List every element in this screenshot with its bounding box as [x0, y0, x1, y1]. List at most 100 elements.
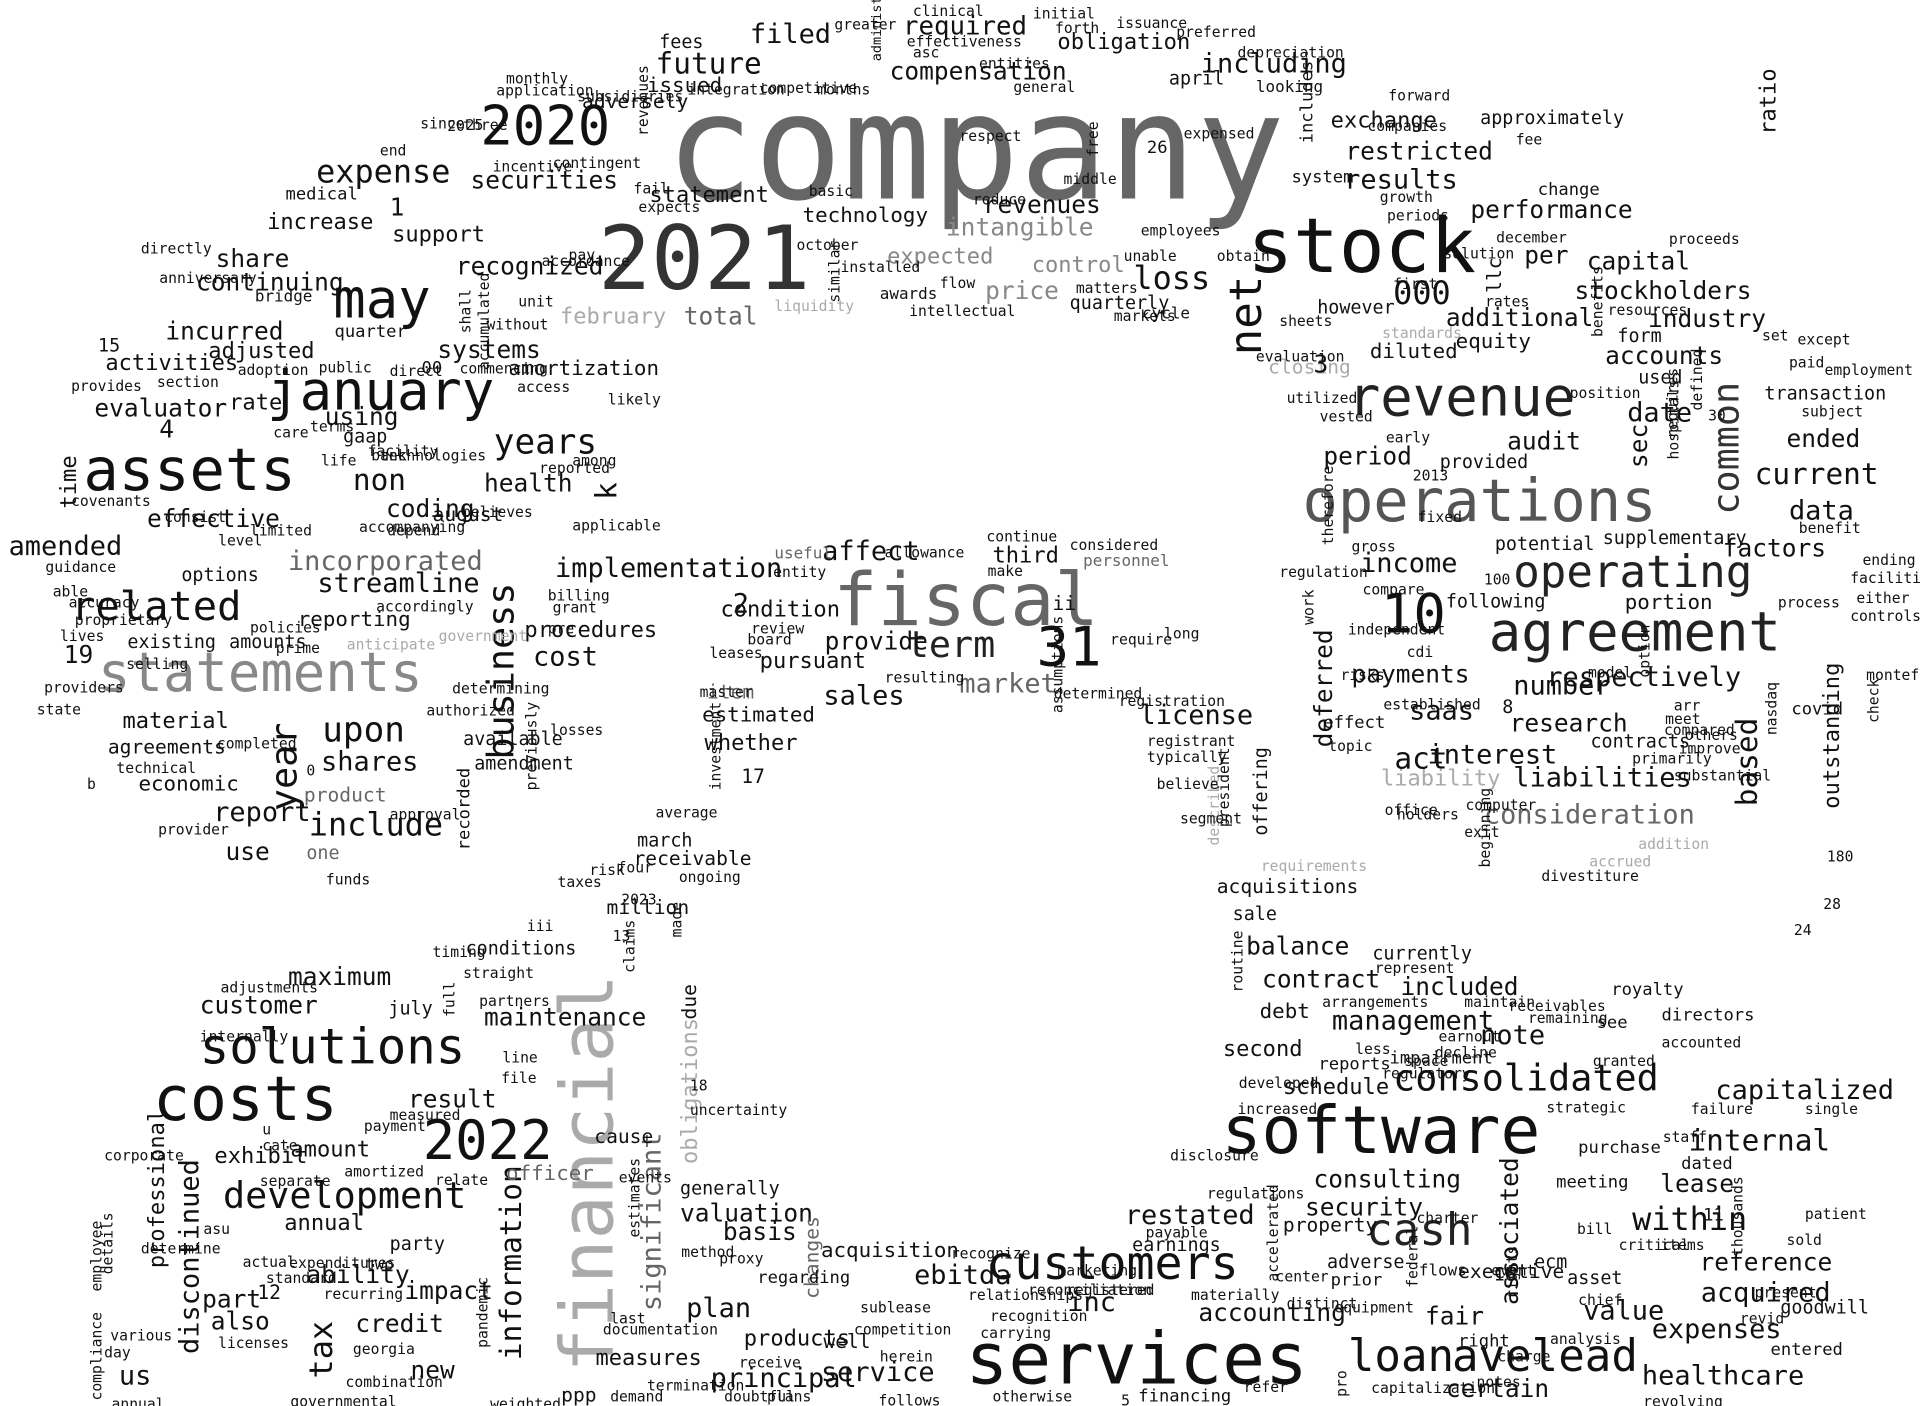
cloud-word-montefiore: montefiore — [1866, 666, 1920, 684]
cloud-word-allowance: allowance — [884, 544, 965, 562]
cloud-word-includes: includes — [1297, 60, 1318, 144]
cloud-word-compared: compared — [1663, 721, 1735, 739]
cloud-word-risks: risks — [1340, 666, 1385, 684]
cloud-word-amended: amended — [8, 531, 123, 563]
cloud-word-quarter: quarter — [334, 322, 407, 342]
cloud-word-asc: asc — [912, 44, 940, 62]
cloud-word-analysis: analysis — [1550, 1330, 1621, 1348]
cloud-word-determine: determine — [140, 1240, 221, 1258]
cloud-word-method: method — [681, 1243, 735, 1261]
cloud-word-dated: dated — [1681, 1154, 1733, 1174]
cloud-word-third: third — [992, 542, 1059, 569]
cloud-word-position: position — [1569, 384, 1641, 402]
cloud-word-primarily: primarily — [1632, 749, 1712, 768]
cloud-word-anniversary: anniversary — [159, 269, 257, 287]
cloud-word-operating: operating — [1513, 547, 1753, 598]
cloud-word-termination: termination — [646, 1377, 745, 1395]
cloud-word-healthcare: healthcare — [1641, 1361, 1805, 1392]
cloud-word-also: also — [210, 1306, 270, 1336]
cloud-word-herein: herein — [879, 1347, 933, 1365]
cloud-word-asu: asu — [203, 1220, 230, 1238]
cloud-word-contract: contract — [1262, 964, 1381, 994]
cloud-word-reported: reported — [539, 459, 610, 477]
cloud-word-master: master — [699, 683, 753, 701]
cloud-word-fixed: fixed — [1417, 508, 1462, 526]
cloud-word-made: made — [667, 901, 685, 938]
cloud-word-arr: arr — [1673, 697, 1701, 715]
cloud-word-reporting: reporting — [297, 607, 411, 633]
cloud-word-affect: affect — [822, 536, 920, 568]
cloud-word-iii: iii — [526, 917, 554, 935]
cloud-word-fail: fail — [633, 180, 669, 198]
cloud-word-whether: whether — [704, 730, 798, 757]
cloud-word-consolidated: consolidated — [1393, 1057, 1659, 1101]
cloud-word-likely: likely — [607, 390, 661, 409]
cloud-word-determined: determined — [1053, 684, 1143, 703]
cloud-word-cycle: cycle — [1141, 305, 1190, 324]
cloud-word-filed: filed — [749, 19, 832, 51]
cloud-word-exit: exit — [1464, 823, 1500, 841]
cloud-word-recognize: recognize — [950, 1244, 1031, 1263]
cloud-word-standards: standards — [1382, 324, 1462, 342]
cloud-word-well: well — [823, 1329, 871, 1353]
cloud-word-disclosure: disclosure — [1170, 1146, 1259, 1165]
cloud-word-continuing: continuing — [196, 267, 344, 297]
cloud-word-services: services — [965, 1317, 1308, 1401]
cloud-word-valuation: valuation — [680, 1198, 813, 1228]
cloud-word-payments: payments — [1351, 659, 1470, 689]
cloud-word-balance: balance — [1246, 931, 1350, 961]
cloud-word-term: term — [906, 623, 996, 667]
cloud-word-section: section — [156, 373, 219, 391]
cloud-word-single: single — [1804, 1100, 1858, 1118]
cloud-word-note: note — [1480, 1020, 1546, 1052]
cloud-word-compare: compare — [1362, 580, 1425, 598]
cloud-word-security: security — [1304, 1192, 1423, 1222]
cloud-word-requirements: requirements — [1260, 857, 1368, 875]
cloud-word-rate: rate — [229, 389, 283, 416]
cloud-word-diluted: diluted — [1369, 339, 1458, 364]
cloud-word-three: three — [463, 116, 508, 134]
cloud-word-million: million — [606, 895, 690, 919]
cloud-word-middle: middle — [1063, 170, 1117, 188]
cloud-word-segment: segment — [1179, 809, 1242, 828]
cloud-word-registration: registration — [1118, 692, 1225, 710]
cloud-word-grant: grant — [552, 599, 597, 617]
cloud-word-include: include — [308, 807, 444, 845]
cloud-word-computer: computer — [1465, 796, 1537, 814]
cloud-word-assets: assets — [83, 436, 296, 505]
cloud-word-proceeds: proceeds — [1668, 230, 1740, 248]
cloud-word-restated: restated — [1124, 1200, 1255, 1232]
cloud-word-investment: investment — [706, 701, 725, 791]
cloud-word-defined: defined — [1688, 348, 1706, 411]
cloud-word-measured: measured — [389, 1106, 461, 1124]
cloud-word-2023: 2023 — [621, 890, 657, 908]
cloud-word-georgia: georgia — [352, 1340, 415, 1358]
cloud-word-liquidity: liquidity — [774, 297, 855, 315]
cloud-word-sale: sale — [1232, 903, 1277, 926]
cloud-word-operations: operations — [1302, 466, 1657, 536]
cloud-word-use: use — [225, 836, 270, 867]
cloud-word-expensed: expensed — [1183, 124, 1255, 143]
cloud-word-july: july — [388, 997, 433, 1020]
cloud-word-partners: partners — [479, 992, 550, 1010]
cloud-word-contracts: contracts — [1590, 730, 1691, 753]
cloud-word-flows: flows — [1418, 1262, 1467, 1281]
cloud-word-registered: registered — [1066, 1281, 1155, 1299]
cloud-word-loan: loan — [1347, 1331, 1455, 1383]
cloud-word-statement: statement — [649, 182, 769, 209]
cloud-word-prior: prior — [1330, 1270, 1383, 1291]
cloud-word-model: model — [1587, 664, 1633, 682]
cloud-word-life: life — [321, 452, 357, 470]
cloud-word-16: 16 — [1493, 1263, 1516, 1286]
cloud-word-liabilities: liabilities — [1513, 763, 1692, 794]
cloud-word-accuracy: accuracy — [68, 594, 140, 612]
cloud-word-principal: principal — [710, 1363, 857, 1395]
cloud-word-streamline: streamline — [317, 568, 480, 600]
cloud-word-license: license — [1139, 700, 1254, 732]
cloud-word-shall: shall — [457, 289, 475, 334]
cloud-word-technical: technical — [116, 759, 197, 777]
cloud-word-resources: resources — [1607, 301, 1688, 319]
cloud-word-item: item — [706, 680, 755, 704]
cloud-word-thousands: thousands — [1728, 1176, 1747, 1256]
